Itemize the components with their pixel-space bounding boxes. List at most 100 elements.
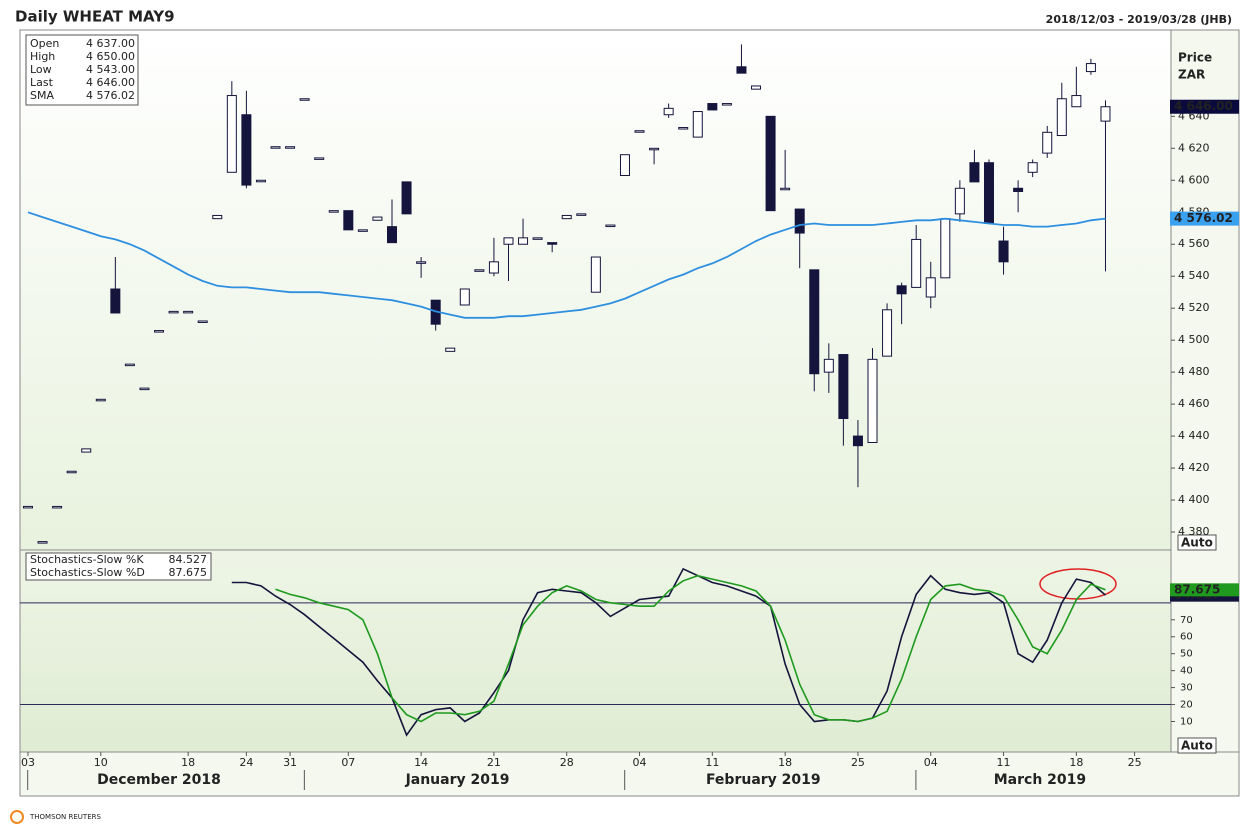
candle-body bbox=[1085, 63, 1096, 73]
candle-body bbox=[1042, 131, 1053, 154]
candle-body bbox=[22, 505, 33, 509]
month-label: January 2019 bbox=[405, 772, 510, 788]
x-tick-label: 25 bbox=[851, 756, 865, 769]
candle-body bbox=[1056, 98, 1067, 137]
auto-button[interactable] bbox=[1177, 534, 1217, 551]
info-value: 4 650.00 bbox=[86, 50, 135, 63]
info-value: 4 543.00 bbox=[86, 63, 135, 76]
y-tick-label: 10 bbox=[1180, 716, 1193, 727]
x-tick-label: 11 bbox=[705, 756, 719, 769]
month-label: March 2019 bbox=[994, 772, 1086, 788]
candle-body bbox=[299, 98, 310, 101]
value-label: 87.675 bbox=[1174, 582, 1220, 596]
value-label-box bbox=[1170, 583, 1239, 597]
y-tick-label: 4 600 bbox=[1178, 173, 1210, 186]
y-tick-label: 4 420 bbox=[1178, 461, 1210, 474]
candle-body bbox=[154, 330, 165, 333]
x-tick-label: 07 bbox=[341, 756, 355, 769]
y-tick-label: 4 500 bbox=[1178, 333, 1210, 346]
candle-body bbox=[882, 309, 893, 357]
price-label: 4 576.02 bbox=[1174, 211, 1233, 225]
candle-body bbox=[940, 218, 951, 279]
candle-body bbox=[518, 237, 529, 245]
candle-body bbox=[474, 269, 485, 272]
y-tick-label: 20 bbox=[1180, 700, 1193, 711]
candle-body bbox=[401, 181, 412, 215]
legend bbox=[25, 552, 212, 581]
candle-body bbox=[823, 358, 834, 373]
info-name: High bbox=[30, 50, 55, 63]
x-tick-label: 18 bbox=[778, 756, 792, 769]
info-value: 4 637.00 bbox=[86, 37, 135, 50]
source: THOMSON REUTERS bbox=[29, 813, 101, 821]
candle-body bbox=[794, 208, 805, 234]
candle-body bbox=[532, 237, 543, 240]
x-tick-label: 18 bbox=[1069, 756, 1083, 769]
price-label-box bbox=[1170, 211, 1239, 226]
candle-body bbox=[590, 256, 601, 293]
candle-body bbox=[37, 541, 48, 544]
x-tick-label: 11 bbox=[997, 756, 1011, 769]
auto-label[interactable]: Auto bbox=[1181, 739, 1213, 753]
legend-value: 87.675 bbox=[169, 566, 208, 579]
candle-body bbox=[416, 261, 427, 264]
auto-button[interactable] bbox=[1177, 737, 1217, 754]
candle-body bbox=[678, 127, 689, 130]
candle-body bbox=[663, 107, 674, 116]
candle-body bbox=[1071, 95, 1082, 108]
highlight-ellipse bbox=[1039, 568, 1117, 600]
candle-body bbox=[285, 146, 296, 149]
y-tick-label: 4 540 bbox=[1178, 269, 1210, 282]
candle-body bbox=[503, 237, 514, 245]
x-tick-label: 24 bbox=[239, 756, 253, 769]
candle-body bbox=[124, 363, 135, 367]
candle-body bbox=[488, 261, 499, 274]
candle-body bbox=[459, 288, 470, 306]
y-tick-label: 4 620 bbox=[1178, 141, 1210, 154]
x-tick-label: 18 bbox=[181, 756, 195, 769]
info-name: Last bbox=[30, 76, 54, 89]
candle-body bbox=[925, 277, 936, 298]
candle-body bbox=[241, 114, 252, 186]
stochastic-line bbox=[231, 567, 1107, 737]
axis-title: Price bbox=[1178, 51, 1212, 65]
axis-unit: ZAR bbox=[1178, 68, 1205, 82]
price-label-box bbox=[1170, 99, 1239, 114]
sma-line bbox=[27, 211, 1106, 319]
x-tick-label: 10 bbox=[94, 756, 108, 769]
y-tick-label: 4 380 bbox=[1178, 525, 1210, 538]
candle-body bbox=[867, 358, 878, 443]
candle-body bbox=[386, 226, 397, 244]
info-box bbox=[25, 34, 139, 106]
candle-body bbox=[969, 162, 980, 183]
x-tick-label: 28 bbox=[560, 756, 574, 769]
info-name: Low bbox=[30, 63, 52, 76]
x-tick-label: 31 bbox=[283, 756, 297, 769]
candle-body bbox=[954, 187, 965, 215]
y-tick-label: 4 400 bbox=[1178, 493, 1210, 506]
y-tick-label: 4 560 bbox=[1178, 237, 1210, 250]
candle-body bbox=[707, 103, 718, 111]
candle-body bbox=[983, 162, 994, 224]
candle-body bbox=[998, 240, 1009, 263]
y-tick-label: 60 bbox=[1180, 632, 1193, 643]
candle-body bbox=[110, 288, 121, 314]
info-value: 4 646.00 bbox=[86, 76, 135, 89]
candle-body bbox=[649, 147, 660, 151]
candle-body bbox=[183, 310, 194, 314]
candle-body bbox=[619, 154, 630, 176]
candle-body bbox=[226, 95, 237, 173]
candle-body bbox=[736, 66, 747, 74]
right-axis bbox=[1170, 29, 1240, 753]
candle-body bbox=[1027, 162, 1038, 173]
x-tick-label: 25 bbox=[1128, 756, 1142, 769]
candle-body bbox=[721, 103, 732, 106]
candle-body bbox=[547, 242, 558, 245]
y-tick-label: 4 480 bbox=[1178, 365, 1210, 378]
candle-body bbox=[1100, 106, 1111, 122]
y-tick-label: 50 bbox=[1180, 649, 1193, 660]
x-tick-label: 04 bbox=[924, 756, 938, 769]
auto-label[interactable]: Auto bbox=[1181, 536, 1213, 550]
candle-body bbox=[95, 398, 106, 402]
